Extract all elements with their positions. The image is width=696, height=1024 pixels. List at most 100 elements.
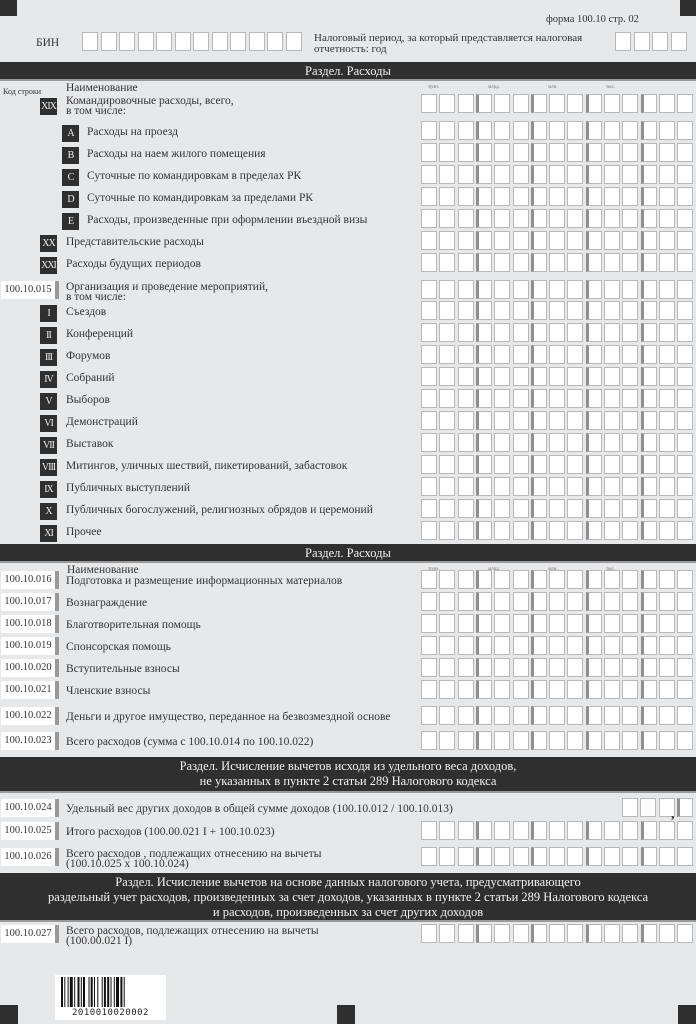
amount-digit-box[interactable] <box>640 301 657 320</box>
ratio-digit-box[interactable] <box>676 798 693 817</box>
amount-digit-box[interactable] <box>677 165 694 184</box>
amount-digit-box[interactable] <box>475 121 492 140</box>
amount-digit-box[interactable] <box>421 280 437 299</box>
amount-digit-box[interactable] <box>457 389 474 408</box>
amount-digit-box[interactable] <box>658 165 675 184</box>
amount-digit-box[interactable] <box>421 680 437 699</box>
amount-digit-box[interactable] <box>530 165 547 184</box>
amount-digit-box[interactable] <box>494 411 511 430</box>
amount-digit-box[interactable] <box>439 455 456 474</box>
amount-digit-box[interactable] <box>530 301 547 320</box>
amount-digit-box[interactable] <box>567 680 584 699</box>
amount-digit-box[interactable] <box>439 209 456 228</box>
amount-digit-box[interactable] <box>658 433 675 452</box>
amount-digit-box[interactable] <box>530 433 547 452</box>
amount-digit-box[interactable] <box>475 821 492 840</box>
amount-digit-box[interactable] <box>677 411 694 430</box>
amount-digit-box[interactable] <box>457 367 474 386</box>
amount-digit-box[interactable] <box>439 411 456 430</box>
amount-digit-box[interactable] <box>494 165 511 184</box>
amount-digit-box[interactable] <box>622 636 639 655</box>
amount-digit-box[interactable] <box>567 231 584 250</box>
amount-digit-box[interactable] <box>457 345 474 364</box>
amount-digit-box[interactable] <box>475 521 492 540</box>
amount-digit-box[interactable] <box>439 143 456 162</box>
amount-digit-box[interactable] <box>677 521 694 540</box>
amount-digit-box[interactable] <box>604 367 620 386</box>
amount-digit-box[interactable] <box>567 477 584 496</box>
amount-digit-box[interactable] <box>640 187 657 206</box>
amount-digit-box[interactable] <box>439 367 456 386</box>
amount-digit-box[interactable] <box>530 706 547 725</box>
amount-digit-box[interactable] <box>494 521 511 540</box>
amount-digit-box[interactable] <box>622 731 639 750</box>
amount-digit-box[interactable] <box>494 253 511 272</box>
amount-digit-box[interactable] <box>494 280 511 299</box>
amount-digit-box[interactable] <box>567 614 584 633</box>
amount-digit-box[interactable] <box>439 924 456 943</box>
amount-digit-box[interactable] <box>494 658 511 677</box>
ratio-digit-box[interactable] <box>640 798 657 817</box>
year-digit-box[interactable] <box>615 32 631 51</box>
amount-digit-box[interactable] <box>585 821 602 840</box>
amount-digit-box[interactable] <box>640 209 657 228</box>
amount-digit-box[interactable] <box>604 821 620 840</box>
amount-digit-box[interactable] <box>658 658 675 677</box>
bin-digit-box[interactable] <box>174 32 191 51</box>
amount-digit-box[interactable] <box>421 323 437 342</box>
amount-digit-box[interactable] <box>585 209 602 228</box>
amount-digit-box[interactable] <box>475 231 492 250</box>
amount-digit-box[interactable] <box>658 231 675 250</box>
amount-digit-box[interactable] <box>567 165 584 184</box>
amount-digit-box[interactable] <box>585 706 602 725</box>
amount-digit-box[interactable] <box>585 731 602 750</box>
amount-digit-box[interactable] <box>421 209 437 228</box>
amount-digit-box[interactable] <box>604 301 620 320</box>
amount-digit-box[interactable] <box>585 94 602 113</box>
amount-digit-box[interactable] <box>549 847 566 866</box>
amount-digit-box[interactable] <box>677 477 694 496</box>
amount-digit-box[interactable] <box>677 570 694 589</box>
amount-digit-box[interactable] <box>677 821 694 840</box>
amount-digit-box[interactable] <box>622 94 639 113</box>
amount-digit-box[interactable] <box>585 455 602 474</box>
amount-digit-box[interactable] <box>457 658 474 677</box>
amount-digit-box[interactable] <box>658 924 675 943</box>
amount-digit-box[interactable] <box>439 389 456 408</box>
amount-digit-box[interactable] <box>475 301 492 320</box>
amount-digit-box[interactable] <box>585 187 602 206</box>
amount-digit-box[interactable] <box>530 94 547 113</box>
amount-digit-box[interactable] <box>512 323 529 342</box>
amount-digit-box[interactable] <box>567 143 584 162</box>
amount-digit-box[interactable] <box>549 658 566 677</box>
amount-digit-box[interactable] <box>658 411 675 430</box>
amount-digit-box[interactable] <box>677 614 694 633</box>
amount-digit-box[interactable] <box>677 121 694 140</box>
amount-digit-box[interactable] <box>457 847 474 866</box>
amount-digit-box[interactable] <box>567 411 584 430</box>
amount-digit-box[interactable] <box>567 280 584 299</box>
amount-digit-box[interactable] <box>475 592 492 611</box>
amount-digit-box[interactable] <box>604 570 620 589</box>
amount-digit-box[interactable] <box>494 301 511 320</box>
amount-digit-box[interactable] <box>640 280 657 299</box>
amount-digit-box[interactable] <box>457 731 474 750</box>
amount-digit-box[interactable] <box>658 187 675 206</box>
amount-digit-box[interactable] <box>530 231 547 250</box>
amount-digit-box[interactable] <box>567 570 584 589</box>
amount-digit-box[interactable] <box>677 706 694 725</box>
bin-digit-box[interactable] <box>137 32 154 51</box>
amount-digit-box[interactable] <box>512 345 529 364</box>
amount-digit-box[interactable] <box>439 821 456 840</box>
amount-digit-box[interactable] <box>530 253 547 272</box>
amount-digit-box[interactable] <box>421 924 437 943</box>
amount-digit-box[interactable] <box>421 614 437 633</box>
amount-digit-box[interactable] <box>512 731 529 750</box>
amount-digit-box[interactable] <box>512 143 529 162</box>
amount-digit-box[interactable] <box>604 521 620 540</box>
amount-digit-box[interactable] <box>622 847 639 866</box>
amount-digit-box[interactable] <box>567 847 584 866</box>
amount-digit-box[interactable] <box>677 389 694 408</box>
amount-digit-box[interactable] <box>512 847 529 866</box>
amount-digit-box[interactable] <box>530 499 547 518</box>
